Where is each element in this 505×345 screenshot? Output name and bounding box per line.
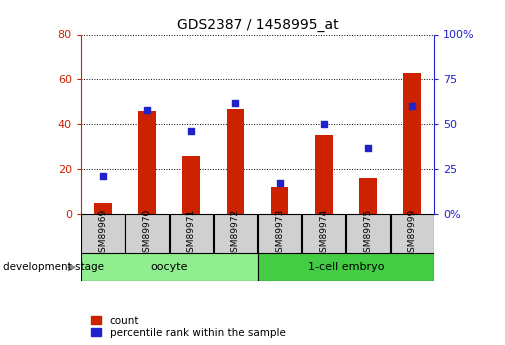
Text: oocyte: oocyte [150,262,188,272]
Text: GSM89971: GSM89971 [187,209,196,258]
Bar [346,214,390,253]
Point [276,181,284,186]
Bar [315,135,333,214]
Bar [258,214,301,253]
Text: 1-cell embryo: 1-cell embryo [308,262,384,272]
Title: GDS2387 / 1458995_at: GDS2387 / 1458995_at [177,18,338,32]
Point [320,121,328,127]
Point [408,104,416,109]
Bar [227,108,244,214]
Bar [214,214,257,253]
Legend: count, percentile rank within the sample: count, percentile rank within the sample [91,316,286,338]
Bar [94,203,112,214]
Text: development stage: development stage [3,263,104,272]
Bar [390,214,434,253]
Point [143,107,151,112]
Bar [271,187,288,214]
Text: GSM89972: GSM89972 [231,209,240,258]
Bar [258,253,434,281]
Bar [81,214,125,253]
Bar [170,214,213,253]
Text: GSM89973: GSM89973 [275,209,284,258]
Text: GSM89999: GSM89999 [408,209,417,258]
Point [187,129,195,134]
Text: GSM89969: GSM89969 [98,209,108,258]
Bar [359,178,377,214]
Bar [403,73,421,214]
Point [364,145,372,150]
Bar [302,214,345,253]
Text: GSM89975: GSM89975 [364,209,373,258]
Point [99,174,107,179]
Bar [182,156,200,214]
Point [231,100,239,106]
Bar [81,253,258,281]
Bar [138,111,156,214]
Text: GSM89970: GSM89970 [142,209,152,258]
Text: GSM89974: GSM89974 [319,209,328,258]
Bar [125,214,169,253]
